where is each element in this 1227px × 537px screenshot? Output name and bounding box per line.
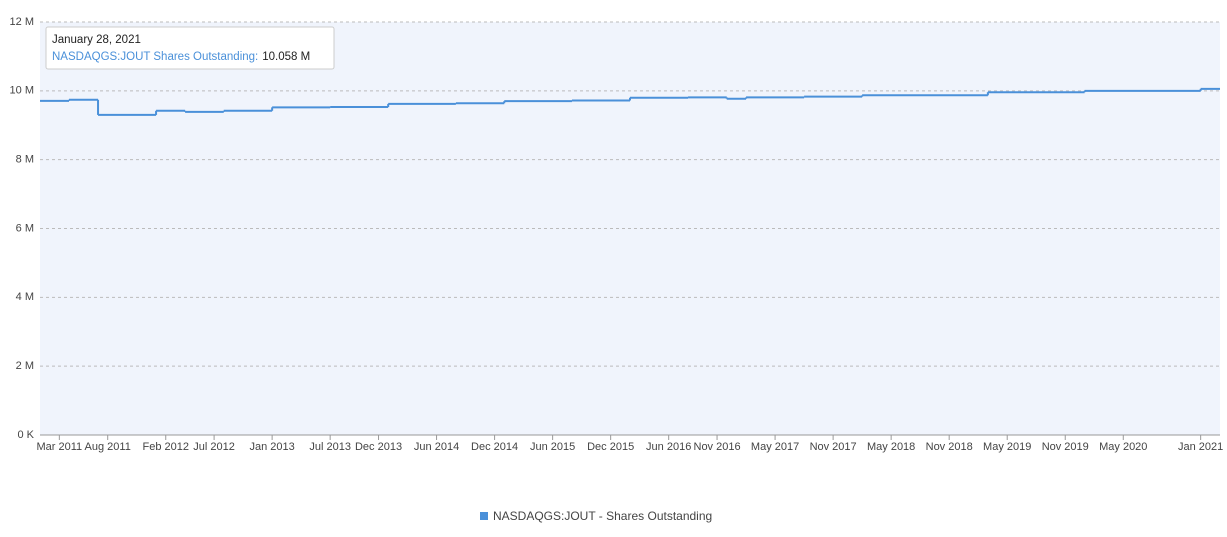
tooltip-box	[45, 26, 335, 70]
y-tick-label: 0 K	[17, 429, 34, 441]
tooltip-value: 10.058 M	[262, 51, 310, 63]
legend-label: NASDAQGS:JOUT - Shares Outstanding	[493, 509, 712, 523]
x-tick-label: Dec 2014	[471, 441, 518, 453]
x-tick-label: Jan 2013	[249, 441, 294, 453]
y-tick-label: 6 M	[16, 222, 34, 234]
legend-swatch	[480, 512, 488, 520]
y-tick-label: 8 M	[16, 154, 34, 166]
x-tick-label: Nov 2018	[926, 441, 973, 453]
tooltip-title: January 28, 2021	[52, 34, 141, 46]
x-tick-label: Jan 2021	[1178, 441, 1223, 453]
x-tick-label: Jun 2016	[646, 441, 691, 453]
x-tick-label: Jul 2012	[193, 441, 235, 453]
tooltip: January 28, 2021 NASDAQGS:JOUT Shares Ou…	[45, 26, 335, 70]
x-tick-label: Mar 2011	[37, 441, 83, 453]
y-tick-label: 4 M	[16, 291, 34, 303]
x-tick-label: Feb 2012	[142, 441, 188, 453]
y-tick-label: 10 M	[10, 85, 34, 97]
tooltip-series: NASDAQGS:JOUT Shares Outstanding:	[52, 51, 258, 63]
x-tick-label: Jun 2014	[414, 441, 459, 453]
y-tick-label: 12 M	[10, 16, 34, 28]
x-tick-label: May 2017	[751, 441, 799, 453]
x-tick-label: Dec 2013	[355, 441, 402, 453]
x-tick-label: Nov 2019	[1042, 441, 1089, 453]
x-tick-label: May 2018	[867, 441, 915, 453]
x-tick-label: Dec 2015	[587, 441, 634, 453]
x-tick-label: May 2020	[1099, 441, 1147, 453]
x-tick-label: Jun 2015	[530, 441, 575, 453]
x-tick-label: May 2019	[983, 441, 1031, 453]
x-tick-label: Jul 2013	[309, 441, 351, 453]
x-tick-label: Aug 2011	[85, 441, 131, 453]
x-tick-label: Nov 2016	[694, 441, 741, 453]
y-tick-label: 2 M	[16, 360, 34, 372]
x-tick-label: Nov 2017	[810, 441, 857, 453]
